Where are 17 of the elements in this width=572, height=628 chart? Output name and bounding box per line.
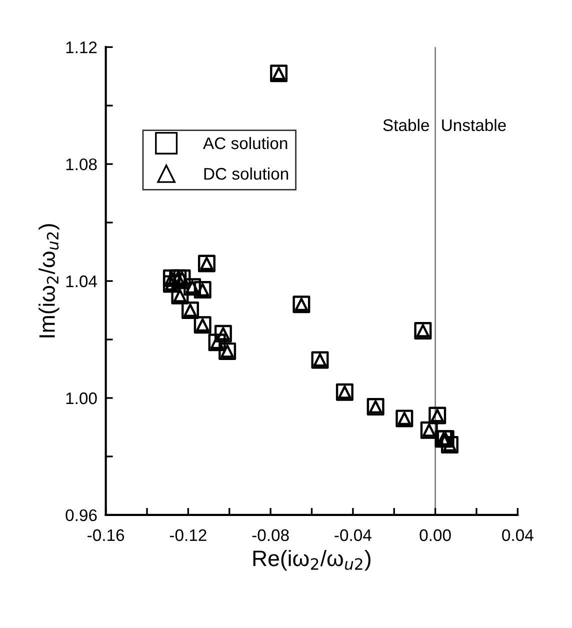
x-tick-label: -0.16 [88, 529, 124, 542]
annotation: Stable [383, 118, 429, 132]
x-axis-title: Re(iω$_{2}$/ω$_{u2}$) [253, 550, 370, 571]
annotation: Unstable [442, 118, 506, 132]
y-tick-label: 1.00 [66, 392, 97, 404]
legend-label: DC solution [204, 167, 288, 180]
x-tick-label: 0.04 [502, 529, 534, 542]
y-tick-label: 1.12 [66, 42, 97, 54]
y-axis-title: Im(iω$_{2}$/ω$_{u2}$) [38, 224, 60, 338]
legend-label: AC solution [203, 136, 288, 150]
x-tick-label: -0.04 [334, 529, 372, 542]
y-tick-label: 1.04 [66, 275, 97, 288]
x-tick-label: -0.12 [170, 529, 206, 542]
x-tick-label: -0.08 [252, 529, 289, 542]
y-tick-label: 1.08 [66, 158, 97, 170]
x-tick-label: 0.00 [420, 529, 451, 542]
y-tick-label: 0.96 [66, 509, 97, 522]
